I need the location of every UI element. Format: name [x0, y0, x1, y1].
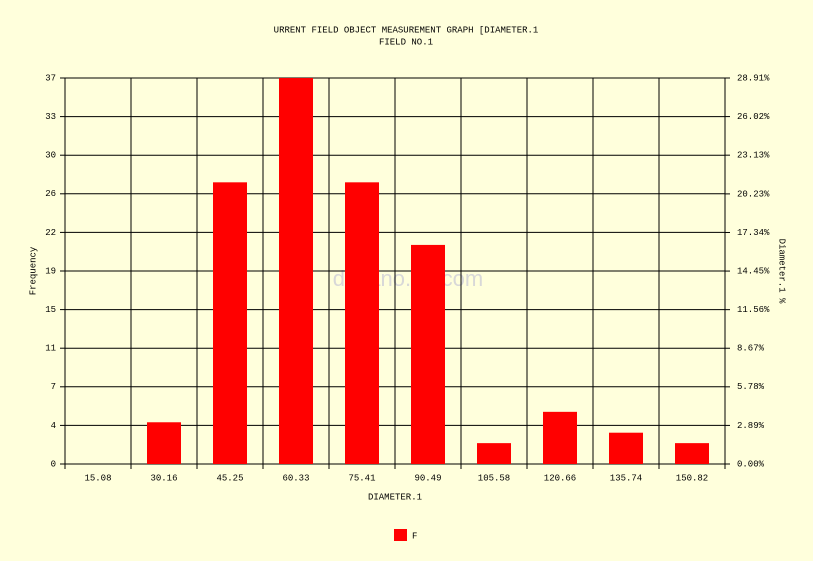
bar — [279, 78, 313, 464]
y2-tick-label: 8.67% — [737, 344, 765, 354]
y-tick-label: 19 — [45, 266, 56, 276]
y2-tick-label: 0.00% — [737, 459, 765, 469]
y-tick-label: 7 — [51, 382, 56, 392]
y-tick-label: 22 — [45, 228, 56, 238]
bar — [609, 432, 643, 464]
x-tick-label: 120.66 — [544, 473, 576, 483]
legend-label: F — [412, 531, 417, 541]
legend-swatch — [394, 529, 407, 541]
x-tick-label: 45.25 — [216, 473, 243, 483]
x-tick-label: 75.41 — [348, 473, 375, 483]
bar — [675, 443, 709, 464]
y2-axis-label: Diameter.1 % — [777, 239, 787, 304]
y-tick-label: 4 — [51, 421, 56, 431]
x-tick-label: 15.08 — [84, 473, 111, 483]
y-tick-label: 30 — [45, 151, 56, 161]
chart-subtitle: FIELD NO.1 — [379, 37, 433, 47]
bar — [477, 443, 511, 464]
bar — [345, 182, 379, 464]
y-tick-label: 33 — [45, 112, 56, 122]
bar — [543, 411, 577, 464]
bar — [213, 182, 247, 464]
y2-tick-label: 11.56% — [737, 305, 770, 315]
y-axis-label: Frequency — [28, 246, 38, 295]
chart-title: URRENT FIELD OBJECT MEASUREMENT GRAPH [D… — [274, 25, 539, 35]
x-tick-label: 90.49 — [414, 473, 441, 483]
x-tick-label: 30.16 — [150, 473, 177, 483]
y-tick-label: 11 — [45, 344, 56, 354]
y-tick-label: 37 — [45, 73, 56, 83]
x-tick-label: 150.82 — [676, 473, 708, 483]
x-tick-label: 60.33 — [282, 473, 309, 483]
y2-tick-label: 20.23% — [737, 189, 770, 199]
x-tick-label: 105.58 — [478, 473, 510, 483]
y-tick-label: 0 — [51, 459, 56, 469]
y2-tick-label: 28.91% — [737, 73, 770, 83]
bar — [147, 422, 181, 464]
y2-tick-label: 26.02% — [737, 112, 770, 122]
y2-tick-label: 14.45% — [737, 266, 770, 276]
y2-tick-label: 5.78% — [737, 382, 765, 392]
bar — [411, 244, 445, 464]
y2-tick-label: 17.34% — [737, 228, 770, 238]
x-tick-label: 135.74 — [610, 473, 642, 483]
y2-tick-label: 2.89% — [737, 421, 765, 431]
y-tick-label: 15 — [45, 305, 56, 315]
x-axis-label: DIAMETER.1 — [368, 492, 422, 502]
y2-tick-label: 23.13% — [737, 151, 770, 161]
y-tick-label: 26 — [45, 189, 56, 199]
